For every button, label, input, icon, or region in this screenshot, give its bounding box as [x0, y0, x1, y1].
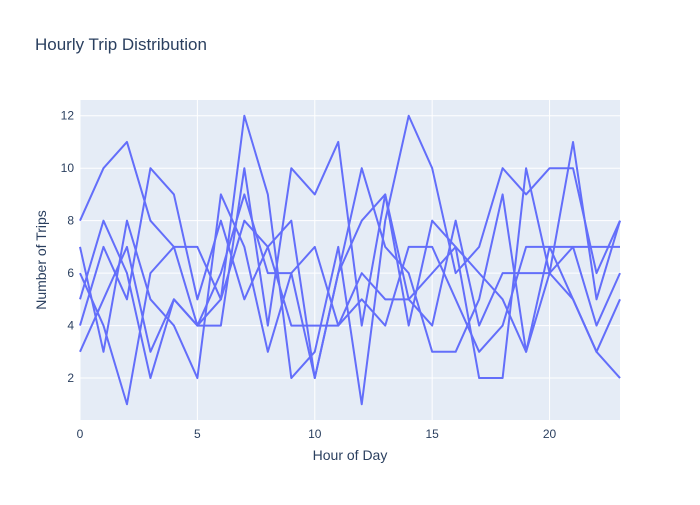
tick-layer: 0 5 10 15 20 2 4 6 8 10 12 [61, 109, 557, 441]
x-tick-label: 5 [194, 427, 201, 441]
series-line-4 [79, 193, 621, 380]
series-line-5 [79, 193, 621, 406]
y-axis-title: Number of Trips [33, 210, 49, 310]
chart-title: Hourly Trip Distribution [35, 35, 207, 54]
series-line-3 [79, 167, 621, 380]
series-line-2 [79, 140, 621, 380]
y-tick-label: 2 [67, 371, 74, 385]
series-line-6 [79, 167, 620, 353]
x-tick-label: 10 [308, 427, 322, 441]
y-tick-label: 4 [67, 319, 74, 333]
series-layer [79, 114, 621, 406]
x-axis-title: Hour of Day [313, 447, 388, 463]
y-tick-label: 12 [61, 109, 75, 123]
y-tick-label: 10 [61, 161, 75, 175]
x-tick-label: 0 [77, 427, 84, 441]
y-tick-label: 6 [67, 266, 74, 280]
y-tick-label: 8 [67, 214, 74, 228]
x-tick-label: 15 [425, 427, 439, 441]
x-tick-label: 20 [543, 427, 557, 441]
plot-background [80, 100, 620, 420]
